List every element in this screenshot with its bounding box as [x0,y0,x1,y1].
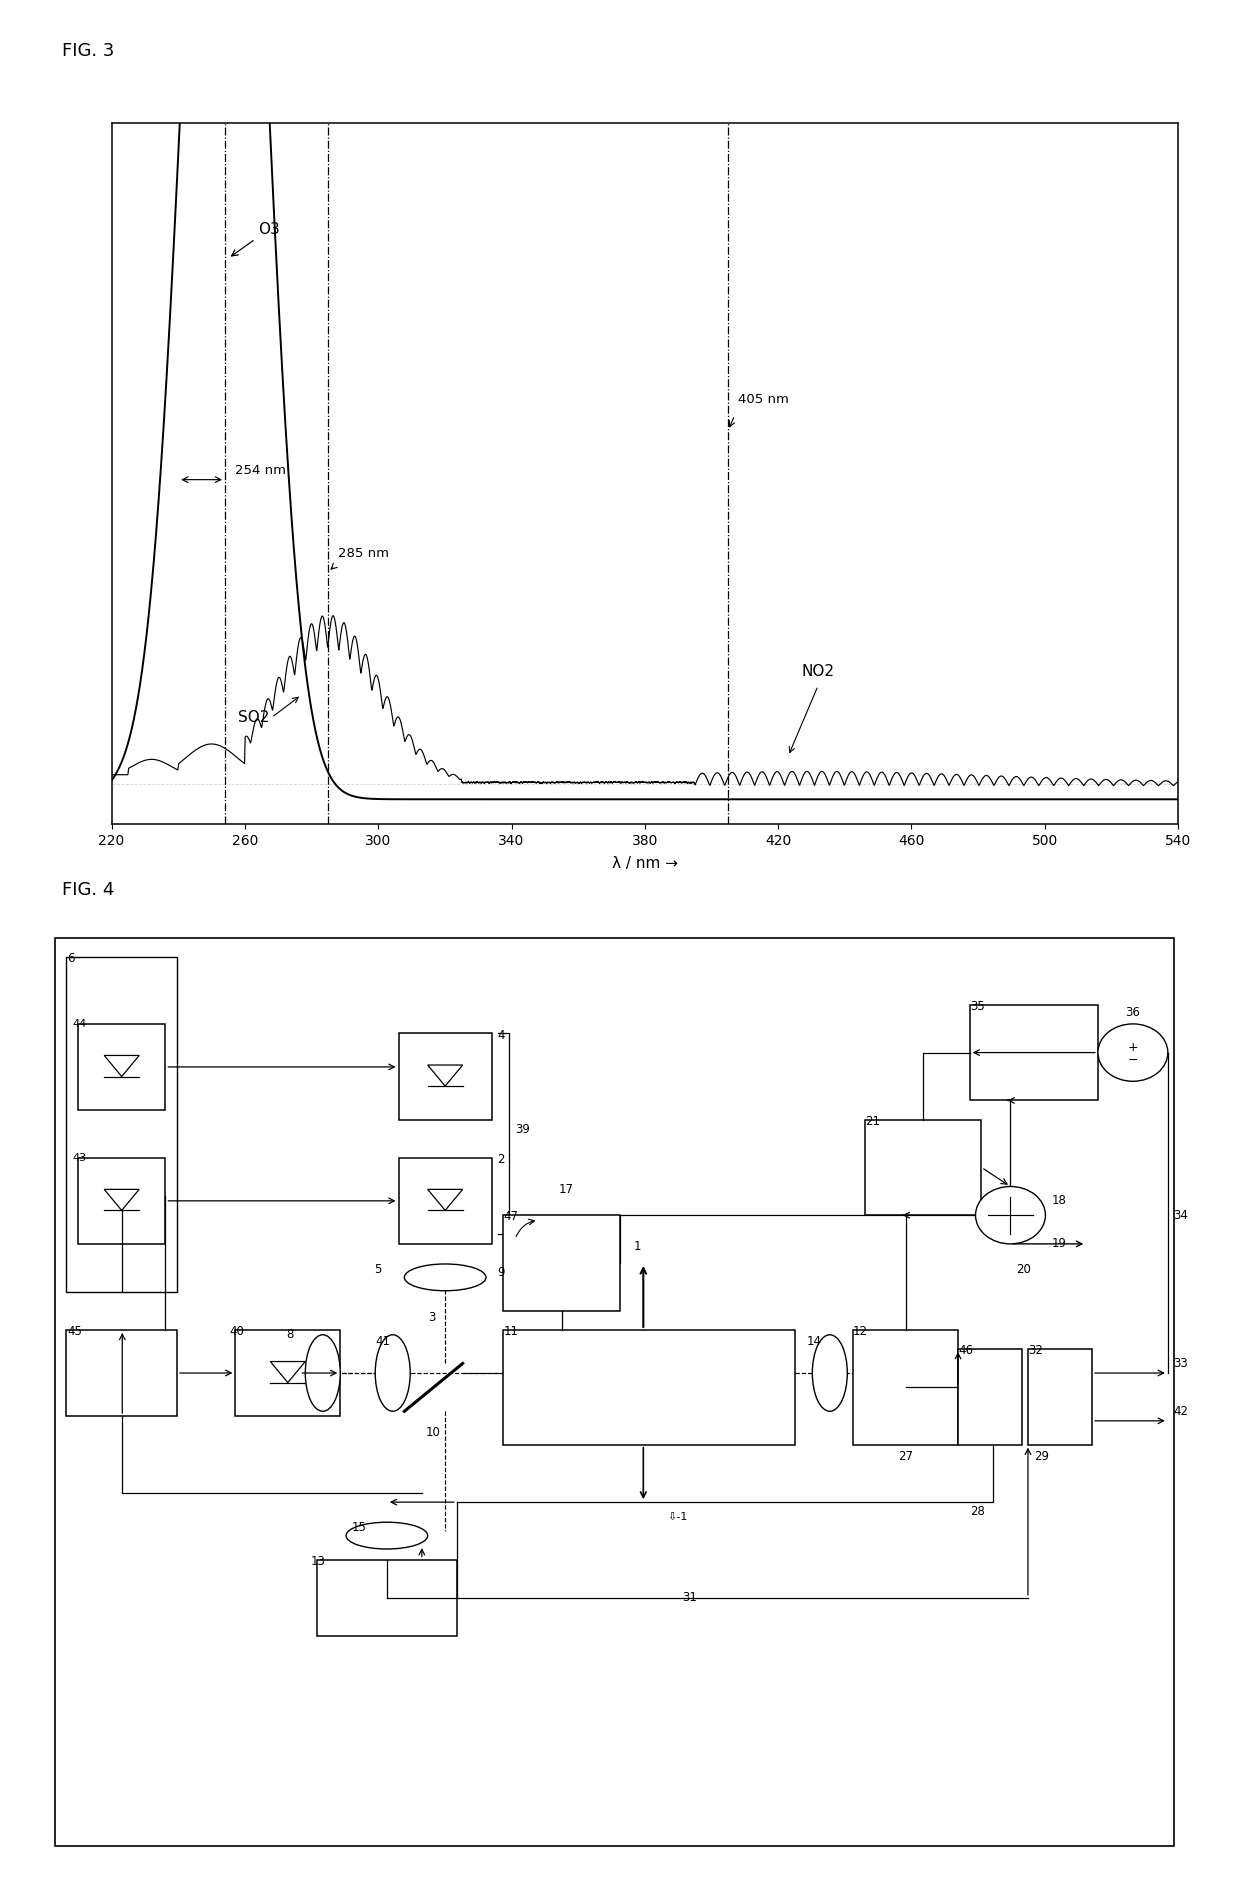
Circle shape [976,1186,1045,1244]
Text: −: − [1127,1055,1138,1066]
Text: 21: 21 [864,1116,879,1127]
Bar [1028,1349,1092,1445]
Text: 43: 43 [72,1153,87,1163]
Text: 8: 8 [286,1328,294,1341]
Text: 42: 42 [1173,1405,1189,1419]
Text: 12: 12 [853,1326,868,1339]
Text: NO2: NO2 [801,665,835,680]
Text: FIG. 3: FIG. 3 [62,42,114,61]
Polygon shape [270,1362,305,1383]
Bar [503,1216,620,1311]
Ellipse shape [346,1523,428,1549]
Bar [317,1559,456,1636]
Text: 14: 14 [806,1335,821,1349]
Text: 6: 6 [67,953,74,966]
Polygon shape [104,1189,139,1210]
Text: 15: 15 [352,1521,367,1534]
Bar [66,956,177,1292]
Bar [970,1004,1097,1100]
Text: 39: 39 [515,1123,529,1136]
Text: ⇩-1: ⇩-1 [667,1511,687,1521]
Bar [398,1034,492,1119]
Text: 254 nm: 254 nm [234,464,286,477]
Text: 32: 32 [1028,1345,1043,1358]
Text: 4: 4 [497,1028,505,1042]
Text: 44: 44 [72,1019,87,1028]
Text: 27: 27 [898,1449,913,1462]
Text: O3: O3 [232,222,280,256]
Text: 405 nm: 405 nm [738,394,789,405]
Text: 11: 11 [503,1326,518,1339]
Text: 34: 34 [1173,1208,1188,1222]
Text: 28: 28 [970,1506,985,1519]
Text: 285 nm: 285 nm [339,547,389,561]
Polygon shape [104,1055,139,1076]
Bar [78,1025,165,1110]
Bar [66,1330,177,1417]
Ellipse shape [812,1335,847,1411]
Text: 3: 3 [428,1311,435,1324]
Text: 13: 13 [311,1555,326,1568]
Polygon shape [428,1189,463,1210]
Text: 10: 10 [427,1426,441,1439]
Text: 18: 18 [1052,1195,1066,1206]
Text: 5: 5 [373,1263,381,1277]
Text: 46: 46 [959,1345,973,1358]
Text: 29: 29 [1034,1449,1049,1462]
Ellipse shape [404,1263,486,1290]
Bar [853,1330,959,1445]
Text: 9: 9 [497,1265,505,1278]
X-axis label: λ / nm →: λ / nm → [611,856,678,871]
Text: 19: 19 [1052,1237,1066,1250]
Text: SO2: SO2 [238,710,269,725]
Text: 41: 41 [376,1335,391,1349]
Text: 31: 31 [682,1591,697,1604]
Text: 45: 45 [67,1326,82,1339]
Text: FIG. 4: FIG. 4 [62,881,114,900]
Text: 1: 1 [634,1241,641,1254]
Text: 35: 35 [970,1000,985,1013]
Bar [864,1119,981,1216]
Polygon shape [428,1064,463,1085]
Bar [503,1330,795,1445]
Bar [398,1157,492,1244]
Ellipse shape [305,1335,340,1411]
Circle shape [1097,1025,1168,1081]
Text: 47: 47 [503,1210,518,1224]
Text: 20: 20 [1017,1263,1032,1277]
Text: 33: 33 [1173,1356,1188,1369]
Bar [78,1157,165,1244]
Bar [236,1330,340,1417]
Ellipse shape [376,1335,410,1411]
Text: 36: 36 [1126,1006,1141,1019]
Text: 2: 2 [497,1153,505,1167]
Bar [959,1349,1022,1445]
Text: 40: 40 [229,1326,244,1339]
Text: +: + [1127,1042,1138,1053]
Text: 17: 17 [558,1184,573,1197]
